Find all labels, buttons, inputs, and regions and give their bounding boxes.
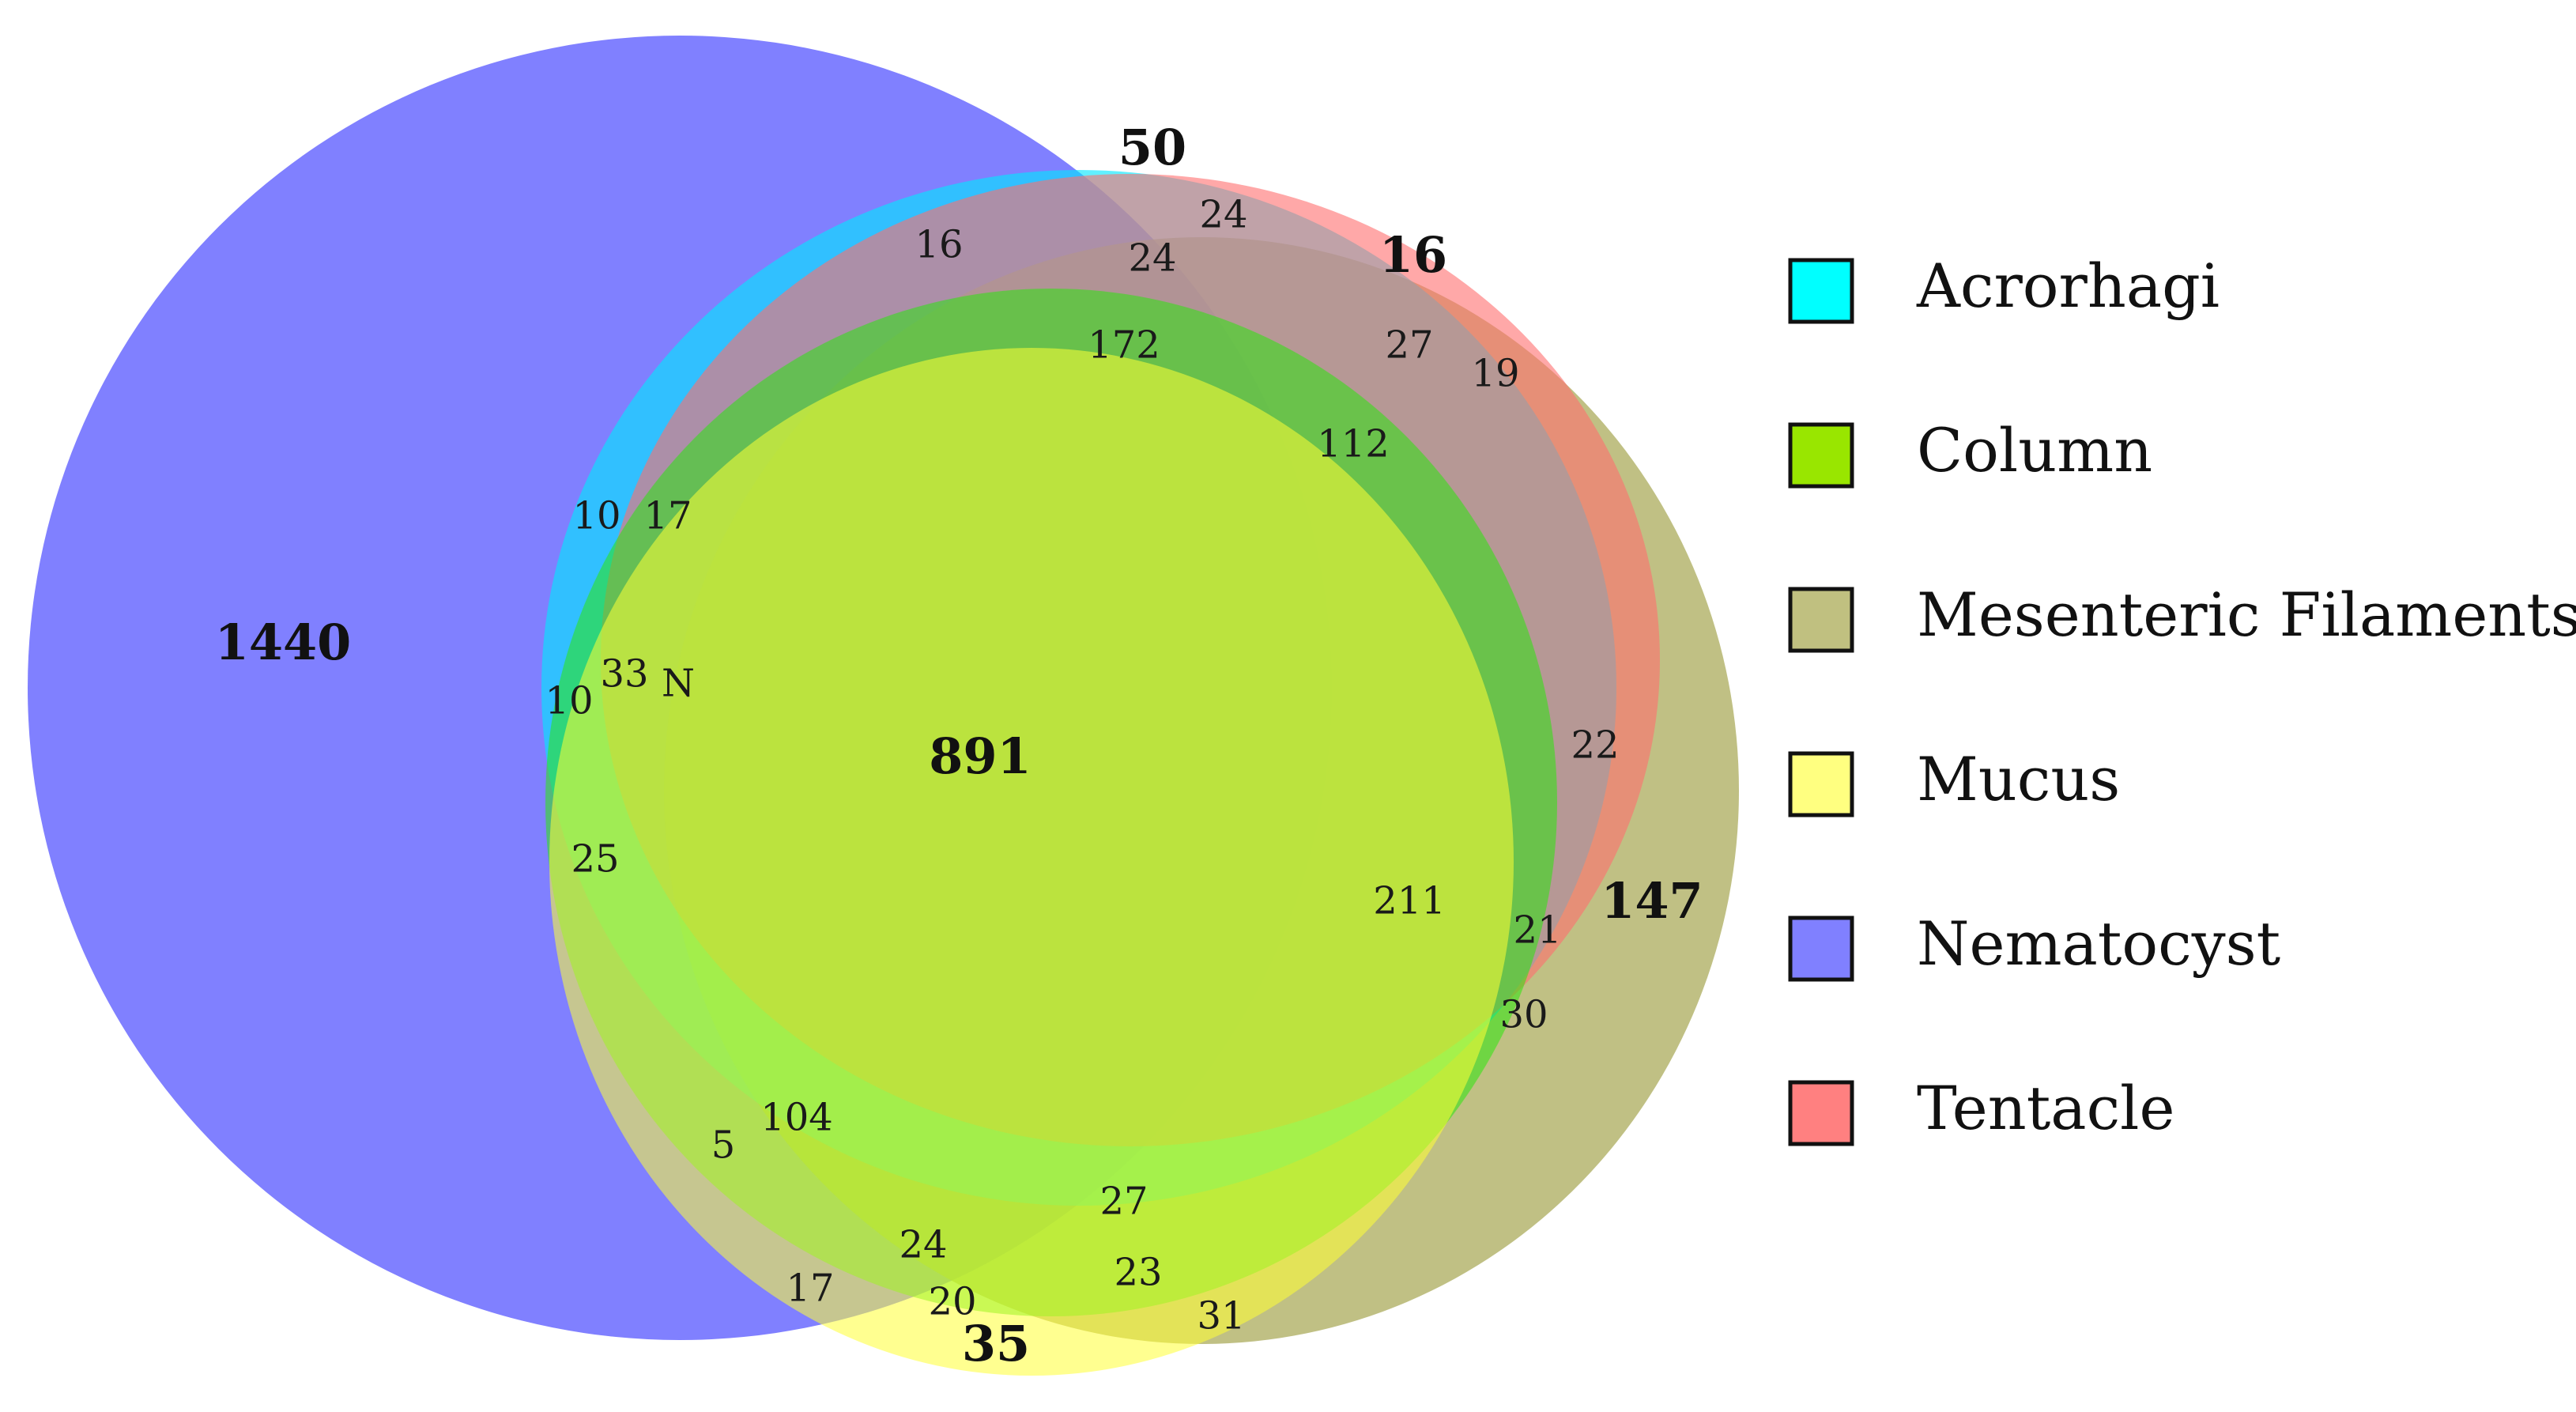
legend-item-tentacle: Tentacle: [1788, 1073, 2174, 1146]
region-count-r-5: 5: [711, 1123, 736, 1168]
region-count-r-19: 19: [1471, 352, 1519, 396]
legend-label: Mesenteric Filaments: [1917, 580, 2576, 650]
legend-item-mucus: Mucus: [1788, 744, 2120, 817]
venn-circles: [28, 36, 1739, 1376]
legend-swatch: [1788, 258, 1854, 324]
region-count-r-23: 23: [1114, 1251, 1162, 1295]
legend-swatch: [1788, 751, 1854, 817]
region-count-r-172: 172: [1088, 323, 1160, 368]
legend-swatch: [1788, 1080, 1854, 1146]
legend-item-mesenteric-filaments: Mesenteric Filaments: [1788, 580, 2576, 653]
legend-label: Acrorhagi: [1916, 251, 2220, 321]
legend-label: Mucus: [1917, 744, 2120, 814]
region-count-r-10a: 10: [572, 494, 620, 538]
region-count-r-31: 31: [1197, 1294, 1245, 1338]
region-count-mesenteric-only: 147: [1601, 872, 1703, 930]
region-count-r-25: 25: [571, 837, 619, 882]
region-count-r-30: 30: [1499, 993, 1548, 1037]
legend-label: Tentacle: [1917, 1073, 2174, 1143]
set-circle-mucus: [549, 348, 1514, 1376]
legend: Acrorhagi Column Mesenteric Filaments Mucus…: [1788, 251, 2576, 1146]
region-count-r-24a: 24: [1199, 193, 1247, 237]
region-count-r-33: 33: [600, 652, 648, 697]
region-count-r-21: 21: [1513, 908, 1561, 953]
region-count-r-22: 22: [1571, 723, 1619, 768]
region-count-r-24c: 24: [899, 1223, 947, 1267]
region-count-r-20: 20: [928, 1280, 976, 1324]
region-count-r-17a: 17: [643, 494, 692, 538]
region-count-nematocyst-only: 1440: [215, 614, 352, 671]
region-count-r-10b: 10: [545, 679, 593, 723]
legend-item-column: Column: [1788, 415, 2152, 489]
region-count-r-17b: 17: [786, 1267, 834, 1311]
legend-swatch: [1788, 587, 1854, 653]
region-count-r-112: 112: [1317, 422, 1390, 466]
legend-swatch: [1788, 422, 1854, 489]
legend-label: Nematocyst: [1917, 908, 2280, 979]
region-count-r-104: 104: [760, 1096, 833, 1140]
region-count-mucus-only: 35: [962, 1315, 1030, 1372]
legend-label: Column: [1917, 415, 2152, 485]
region-count-r-24b: 24: [1128, 236, 1176, 281]
region-count-r-n: N: [662, 662, 695, 706]
region-count-r-211: 211: [1373, 879, 1446, 923]
region-count-r-27b: 27: [1099, 1180, 1148, 1224]
legend-item-nematocyst: Nematocyst: [1788, 908, 2280, 982]
legend-swatch: [1788, 916, 1854, 982]
region-count-all-sets: 891: [929, 727, 1031, 785]
region-count-r-16: 16: [915, 223, 963, 267]
region-count-acrorhagi-only: 50: [1118, 119, 1186, 176]
region-count-r-27a: 27: [1385, 323, 1433, 368]
region-count-tentacle-only: 16: [1379, 226, 1447, 284]
legend-item-acrorhagi: Acrorhagi: [1788, 251, 2220, 324]
